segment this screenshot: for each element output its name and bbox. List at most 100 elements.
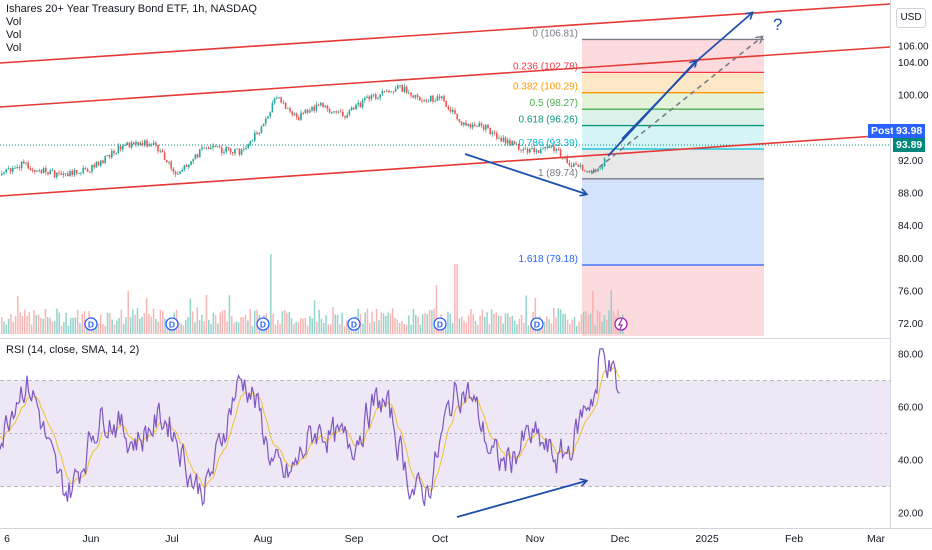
volume-bar: [205, 294, 208, 334]
price-pane[interactable]: 0 (106.81) 0.236 (102.78) 0.382 (100.29) 0.…: [0, 3, 890, 336]
volume-bar: [65, 312, 67, 334]
candle-body: [166, 160, 168, 163]
candle-body: [20, 161, 23, 169]
volume-bar: [444, 323, 447, 334]
volume-bar: [53, 321, 56, 334]
price-axis[interactable]: 106.00104.00100.0096.0092.0088.0084.0080…: [898, 42, 929, 331]
rsi-pane[interactable]: [0, 348, 890, 518]
candle-body: [40, 170, 43, 174]
candle-body: [309, 110, 311, 113]
symbol-title[interactable]: Ishares 20+ Year Treasury Bond ETF, 1h, …: [6, 3, 257, 15]
volume-bar: [380, 312, 382, 334]
candle-body: [421, 100, 423, 102]
volume-bar: [394, 318, 396, 334]
candle-body: [25, 162, 27, 164]
time-tick-label: Dec: [611, 533, 630, 545]
candle-body: [489, 127, 491, 135]
fib-band: [582, 39, 764, 73]
volume-bar: [143, 313, 146, 334]
candle-body: [469, 123, 472, 128]
volume-bar: [302, 318, 304, 334]
fib-level-label: 0.786 (93.39): [519, 138, 579, 149]
candle-body: [359, 102, 362, 108]
candle-body: [16, 167, 18, 168]
fib-band: [582, 92, 764, 110]
candle-body: [333, 111, 335, 113]
candle-body: [232, 151, 234, 154]
volume-bar: [571, 319, 573, 334]
volume-bar: [111, 319, 113, 334]
volume-bar: [465, 322, 468, 334]
candle-body: [390, 91, 392, 93]
price-tick-label: 72.00: [898, 319, 923, 330]
candle-body: [141, 142, 144, 145]
candle-body: [256, 132, 258, 134]
candle-body: [56, 172, 58, 178]
volume-bar: [224, 310, 226, 334]
trend-drawings[interactable]: ?: [0, 3, 890, 197]
candle-body: [67, 173, 69, 177]
volume-bar: [148, 313, 150, 334]
volume-bar: [155, 318, 157, 334]
volume-bar: [366, 308, 369, 334]
volume-bar: [382, 313, 385, 334]
time-tick-label: 6: [4, 533, 10, 545]
fib-band: [582, 265, 764, 336]
volume-bar: [493, 313, 495, 334]
volume-bar: [612, 311, 615, 334]
fib-level-label: 0.236 (102.78): [513, 61, 578, 72]
candle-body: [152, 142, 155, 145]
candle-body: [108, 155, 111, 158]
flash-glyph: [618, 318, 623, 330]
candle-body: [496, 132, 498, 139]
volume-bar: [389, 313, 392, 334]
volume-bar: [228, 295, 231, 334]
volume-bar: [180, 323, 182, 334]
volume-bar: [385, 315, 387, 334]
volume-bar: [424, 313, 426, 334]
volume-bar: [341, 312, 343, 334]
candle-body: [320, 102, 322, 106]
volume-bar: [316, 321, 318, 334]
candle-body: [302, 112, 304, 114]
volume-bar: [281, 311, 284, 334]
candle-body: [64, 173, 67, 175]
volume-bar: [19, 312, 21, 334]
candle-body: [537, 150, 540, 154]
fib-level-label: 0 (106.81): [532, 28, 578, 39]
volume-bar: [587, 315, 589, 334]
volume-bar: [56, 308, 58, 334]
candle-body: [441, 96, 443, 99]
volume-bar: [150, 316, 152, 334]
candle-body: [357, 102, 359, 105]
candle-body: [203, 147, 205, 149]
volume-bar: [362, 323, 364, 334]
volume-bar: [286, 312, 288, 334]
candle-body: [205, 147, 208, 149]
candle-body: [570, 165, 573, 167]
currency-button[interactable]: USD: [896, 8, 926, 28]
volume-bar: [495, 312, 497, 334]
volume-bar: [557, 308, 560, 334]
volume-bar: [392, 308, 394, 334]
volume-bar: [201, 314, 203, 334]
down-arrow: [464, 153, 586, 194]
candle-body: [364, 97, 366, 101]
candle-body: [102, 160, 104, 164]
fib-level-label: 0.382 (100.29): [513, 82, 578, 93]
fibonacci-retracement[interactable]: 0 (106.81) 0.236 (102.78) 0.382 (100.29) 0.…: [513, 28, 764, 336]
volume-bar: [447, 311, 449, 334]
candle-body: [60, 173, 62, 175]
price-tick-label: 106.00: [898, 42, 929, 53]
candle-body: [7, 168, 10, 170]
volume-bar: [481, 309, 484, 334]
candle-body: [361, 100, 364, 108]
rsi-axis[interactable]: 80.00 60.00 40.00 20.00: [898, 350, 923, 520]
candle-body: [403, 86, 406, 92]
time-tick-label: Jun: [83, 533, 100, 545]
candle-body: [91, 164, 93, 172]
time-axis[interactable]: 6 Jun Jul Aug Sep Oct Nov Dec 2025 Feb Mar: [4, 533, 885, 545]
volume-bar: [479, 315, 481, 334]
price-tick-label: 104.00: [898, 58, 929, 69]
